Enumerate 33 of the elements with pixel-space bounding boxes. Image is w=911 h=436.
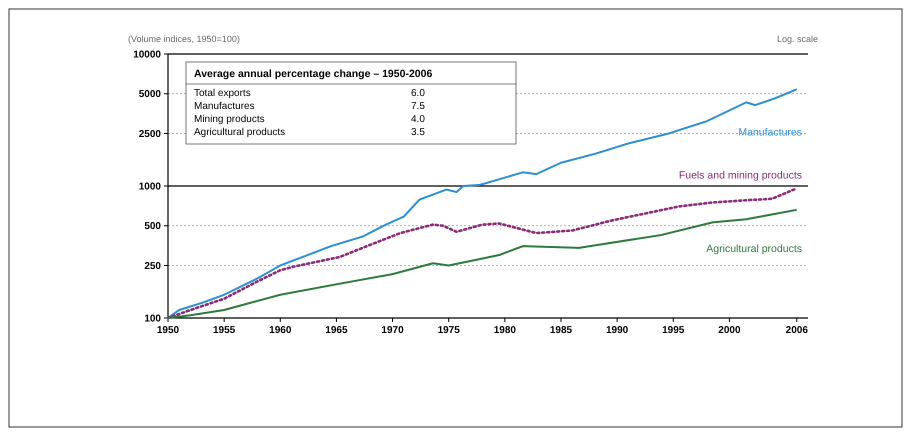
x-tick-label: 1960: [269, 325, 292, 336]
text: Log. scale: [776, 34, 818, 44]
y-tick-label: 100: [144, 314, 162, 324]
x-tick-label: 1970: [381, 325, 404, 336]
annotation: Total exports: [194, 88, 251, 99]
x-tick-label: 2006: [786, 325, 808, 336]
annotation: Agricultural products: [194, 127, 286, 138]
annotation: Manufactures: [194, 101, 255, 112]
annotation: 3.5: [411, 127, 426, 138]
x-tick-label: 1980: [494, 325, 516, 336]
y-tick-label: 1000: [138, 182, 162, 192]
series-label: Fuels and mining products: [678, 169, 802, 182]
y-tick-label: 5000: [138, 89, 162, 100]
x-tick-label: 1950: [156, 325, 180, 336]
x-tick-label: 1965: [325, 325, 348, 336]
y-tick-label: 500: [144, 221, 162, 232]
y-tick-label: 10000: [133, 50, 162, 60]
annotation: Mining products: [194, 114, 265, 125]
x-tick-label: 1990: [606, 325, 629, 336]
x-tick-label: 2000: [718, 325, 741, 336]
y-tick-label: 2500: [138, 128, 162, 140]
x-tick-label: 1975: [438, 325, 460, 336]
annotation: 7.5: [411, 101, 426, 112]
annotation: 4.0: [411, 114, 426, 125]
annotation: 6.0: [411, 88, 426, 99]
y-tick-label: 250: [144, 260, 162, 272]
x-tick-label: 1995: [662, 325, 685, 336]
series-label: Manufactures: [738, 126, 802, 138]
x-tick-label: 1955: [213, 325, 236, 336]
series-label: Agricultural products: [706, 242, 802, 255]
annotation: Average annual percentage change – 1950-2006: [194, 68, 432, 80]
text: (Volume indices, 1950=100): [128, 34, 240, 44]
x-tick-label: 1985: [550, 325, 573, 336]
